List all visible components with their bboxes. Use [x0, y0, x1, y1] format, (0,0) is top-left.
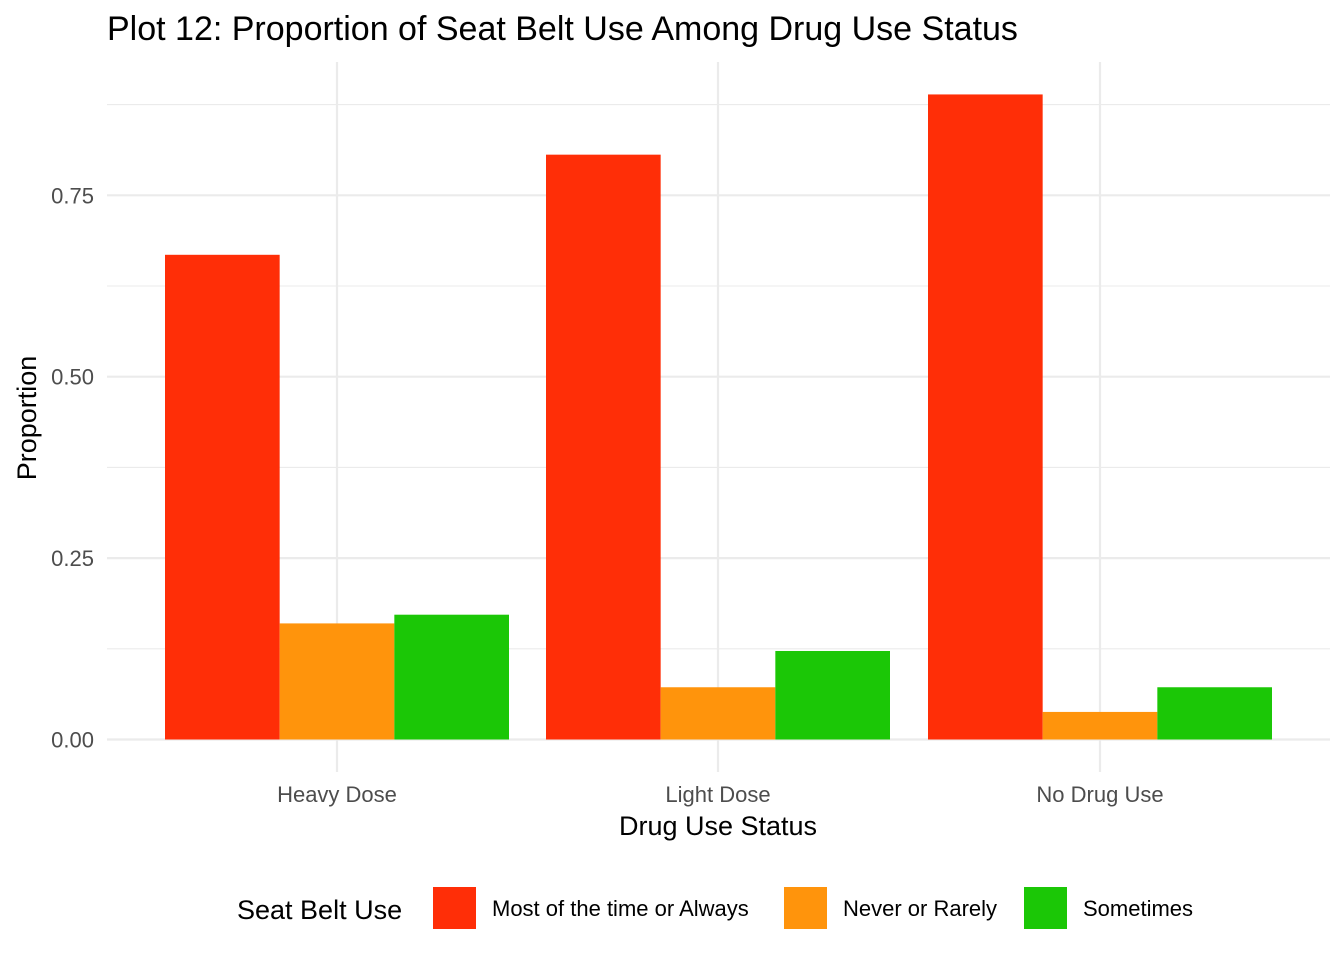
bars	[165, 94, 1272, 740]
y-tick-label: 0.75	[51, 183, 94, 208]
x-tick-label: No Drug Use	[1036, 782, 1163, 807]
bar	[279, 623, 395, 740]
bar	[165, 254, 280, 740]
y-axis-ticks: 0.00 0.25 0.50 0.75	[51, 183, 94, 752]
bar	[660, 687, 776, 740]
bar	[1157, 687, 1272, 740]
y-tick-label: 0.25	[51, 546, 94, 571]
x-tick-label: Light Dose	[665, 782, 770, 807]
bar	[928, 94, 1043, 740]
legend-key	[784, 887, 827, 929]
chart-title: Plot 12: Proportion of Seat Belt Use Amo…	[107, 10, 1018, 48]
y-tick-label: 0.50	[51, 365, 94, 390]
bar	[546, 154, 661, 740]
y-tick-label: 0.00	[51, 728, 94, 753]
legend-label: Never or Rarely	[843, 896, 997, 921]
legend-key	[433, 887, 476, 929]
legend-label: Sometimes	[1083, 896, 1193, 921]
x-axis-title: Drug Use Status	[619, 811, 817, 841]
y-axis-title: Proportion	[12, 356, 42, 481]
legend-key	[1024, 887, 1067, 929]
bar	[394, 614, 509, 740]
x-tick-label: Heavy Dose	[277, 782, 397, 807]
legend: Seat Belt Use Most of the time or Always…	[237, 887, 1193, 929]
x-axis-ticks: Heavy Dose Light Dose No Drug Use	[277, 782, 1164, 807]
legend-title: Seat Belt Use	[237, 895, 402, 925]
bar	[775, 650, 890, 740]
bar	[1042, 711, 1158, 740]
legend-label: Most of the time or Always	[492, 896, 749, 921]
